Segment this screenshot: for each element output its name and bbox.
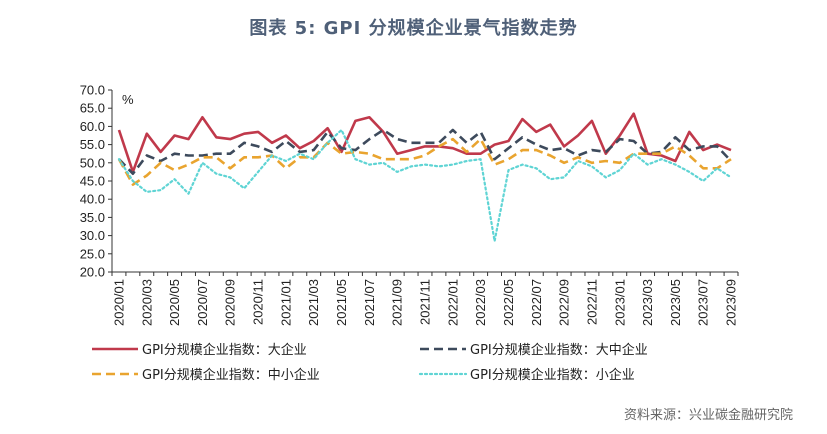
chart-title: 图表 5: GPI 分规模企业景气指数走势 [249,18,578,39]
legend: GPI分规模企业指数：大企业 GPI分规模企业指数：大中企业 GPI分规模企业指数：… [92,342,648,383]
y-tick-label: 45.0 [80,174,105,189]
y-unit-label: % [122,92,134,107]
y-tick-label: 50.0 [80,155,105,170]
x-tick-label: 2023/03 [640,279,655,326]
x-tick-label: 2023/09 [724,279,739,326]
x-tick-label: 2020/05 [167,279,182,326]
y-axis-ticks: 70.0 65.0 60.0 55.0 50.0 45.0 40.0 35.0 30.0 25.0… [80,83,112,280]
x-tick-label: 2020/03 [139,279,154,326]
x-tick-label: 2021/09 [390,279,405,326]
x-axis-ticks: 2020/01 2020/03 2020/05 2020/07 2020/09 2020/… [111,272,739,326]
legend-label-2: GPI分规模企业指数：大中企业 [470,342,648,358]
series-line-4 [117,128,733,243]
x-tick-label: 2022/09 [557,279,572,326]
x-tick-label: 2020/09 [223,279,238,326]
y-tick-label: 65.0 [80,101,105,116]
series-line-1 [117,112,732,174]
x-tick-label: 2020/01 [111,279,126,326]
x-tick-label: 2021/11 [418,279,433,325]
y-tick-label: 70.0 [80,83,105,98]
legend-label-3: GPI分规模企业指数：中小企业 [142,367,320,383]
x-tick-label: 2020/11 [251,279,266,325]
y-tick-label: 35.0 [80,210,105,225]
x-tick-label: 2022/03 [473,279,488,326]
x-tick-label: 2020/07 [195,279,210,326]
x-tick-label: 2023/05 [668,279,683,326]
x-tick-label: 2021/05 [334,279,349,326]
axes [111,90,738,273]
y-tick-label: 25.0 [80,246,105,261]
x-tick-label: 2022/01 [445,279,460,326]
y-tick-label: 40.0 [80,192,105,207]
y-tick-label: 55.0 [80,137,105,152]
series-line-3 [117,137,732,186]
x-tick-label: 2023/01 [612,279,627,326]
x-tick-label: 2022/05 [501,279,516,326]
x-tick-label: 2022/11 [584,279,599,325]
source-note: 资料来源：兴业碳金融研究院 [623,408,793,423]
x-tick-label: 2021/01 [278,279,293,326]
y-tick-label: 20.0 [80,265,105,280]
y-tick-label: 30.0 [80,228,105,243]
series-lines [117,112,733,243]
legend-label-1: GPI分规模企业指数：大企业 [142,342,307,358]
legend-label-4: GPI分规模企业指数：小企业 [470,367,635,383]
y-tick-label: 60.0 [80,119,105,134]
x-tick-label: 2021/03 [306,279,321,326]
x-tick-label: 2022/07 [529,279,544,326]
series-line-2 [118,128,732,175]
x-tick-label: 2023/07 [696,279,711,326]
x-tick-label: 2021/07 [362,279,377,326]
